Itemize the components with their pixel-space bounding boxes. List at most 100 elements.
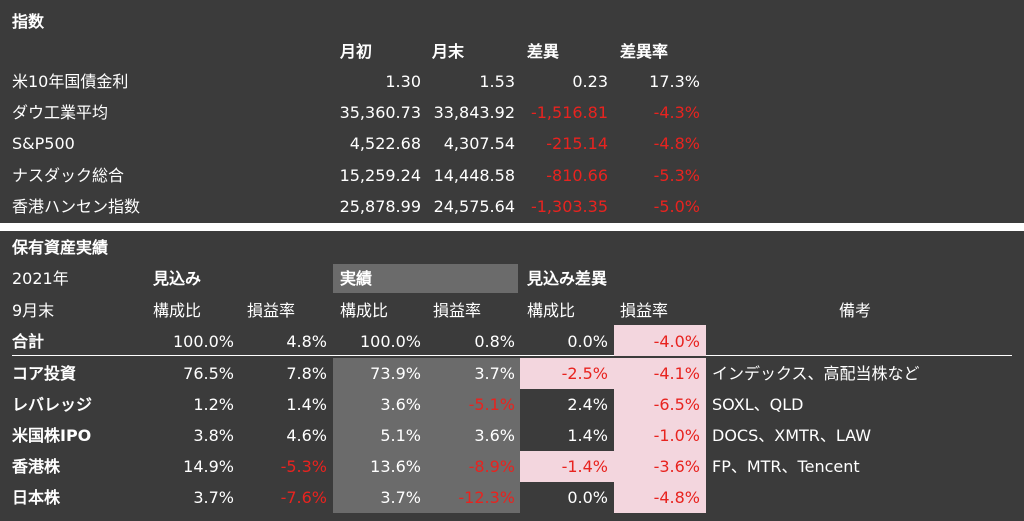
actual-cell-bg [426, 389, 520, 420]
cell-value: 3.8% [193, 426, 234, 445]
cell-value: 100.0% [359, 332, 421, 351]
cell-value: -1.0% [653, 426, 700, 445]
cell-value: 3.7% [474, 364, 515, 383]
cell-value: 0.23 [572, 72, 608, 91]
cell-value: -12.3% [458, 488, 515, 507]
cell-value: 15,259.24 [339, 165, 421, 185]
note: SOXL、QLD [712, 395, 804, 414]
actual-header-bg [333, 264, 518, 293]
cell-value: -1.4% [561, 457, 608, 476]
row-label: 日本株 [12, 488, 61, 507]
cell-value: -6.5% [653, 395, 700, 414]
column-header: 備考 [838, 301, 871, 320]
diff-cell-bg [520, 451, 614, 482]
cell-value: 3.6% [380, 395, 421, 414]
note: インデックス、高配当株など [712, 364, 920, 383]
indices-panel [0, 0, 1024, 223]
diff-cell-bg [614, 358, 706, 389]
cell-value: -7.6% [280, 488, 327, 507]
cell-value: 0.0% [567, 332, 608, 351]
row-label: 米10年国債金利 [12, 72, 129, 91]
row-label: 2021年 [12, 269, 69, 288]
cell-value: -4.8% [653, 488, 700, 507]
cell-value: 0.0% [567, 488, 608, 507]
column-header: 構成比 [153, 301, 202, 320]
section-title: 指数 [12, 12, 45, 31]
diff-cell-bg [614, 482, 706, 513]
cell-value: 4,307.54 [443, 134, 515, 154]
cell-value: 14.9% [183, 457, 234, 476]
actual-cell-bg [333, 451, 426, 482]
row-label: レバレッジ [12, 395, 93, 414]
cell-value: -1,516.81 [530, 103, 608, 123]
cell-value: -4.0% [653, 332, 700, 351]
cell-value: -810.66 [546, 165, 608, 185]
row-label: 米国株IPO [12, 426, 92, 445]
cell-value: 25,878.99 [339, 196, 421, 216]
row-label: ナスダック総合 [12, 165, 125, 185]
cell-value: 3.7% [380, 488, 421, 507]
cell-value: 13.6% [370, 457, 421, 476]
cell-value: 35,360.73 [339, 103, 421, 123]
actual-cell-bg [426, 420, 520, 451]
note: FP、MTR、Tencent [712, 457, 860, 476]
note: DOCS、XMTR、LAW [712, 426, 872, 445]
actual-cell-bg [426, 482, 520, 513]
row-label: 合計 [12, 332, 45, 351]
column-header: 損益率 [433, 301, 482, 320]
row-label: 香港ハンセン指数 [12, 196, 141, 216]
cell-value: 4,522.68 [349, 134, 421, 154]
divider [12, 355, 1012, 356]
actual-cell-bg [333, 389, 426, 420]
cell-value: 73.9% [370, 364, 421, 383]
cell-value: 17.3% [649, 72, 700, 91]
row-label: S&P500 [12, 134, 75, 154]
row-label: 香港株 [12, 457, 61, 476]
cell-value: 14,448.58 [433, 165, 515, 185]
row-label: ダウ工業平均 [12, 103, 109, 123]
diff-cell-bg [614, 325, 706, 356]
column-header: 損益率 [247, 301, 296, 320]
diff-cell-bg [614, 420, 706, 451]
row-label: 9月末 [12, 301, 55, 320]
cell-value: -5.0% [653, 196, 700, 216]
cell-value: 7.8% [286, 364, 327, 383]
column-header: 月初 [340, 42, 373, 61]
column-header: 差異率 [620, 42, 669, 61]
cell-value: -4.3% [653, 103, 700, 123]
column-header: 月末 [432, 42, 465, 61]
actual-cell-bg [426, 358, 520, 389]
diff-cell-bg [520, 358, 614, 389]
cell-value: 3.6% [474, 426, 515, 445]
column-header: 構成比 [527, 301, 576, 320]
cell-value: 1.53 [479, 72, 515, 91]
cell-value: -1,303.35 [530, 196, 608, 216]
group-header: 見込み [153, 269, 202, 288]
cell-value: 1.2% [193, 395, 234, 414]
cell-value: 4.8% [286, 332, 327, 351]
section-title: 保有資産実績 [12, 238, 109, 257]
cell-value: -2.5% [561, 364, 608, 383]
cell-value: 2.4% [567, 395, 608, 414]
cell-value: 33,843.92 [433, 103, 515, 123]
cell-value: 24,575.64 [433, 196, 515, 216]
cell-value: 100.0% [172, 332, 234, 351]
cell-value: -5.3% [280, 457, 327, 476]
cell-value: 4.6% [286, 426, 327, 445]
actual-cell-bg [333, 358, 426, 389]
cell-value: 0.8% [474, 332, 515, 351]
cell-value: -3.6% [653, 457, 700, 476]
cell-value: -5.3% [653, 165, 700, 185]
row-label: コア投資 [12, 364, 77, 383]
cell-value: 1.4% [286, 395, 327, 414]
column-header: 差異 [527, 42, 560, 61]
cell-value: 76.5% [183, 364, 234, 383]
actual-cell-bg [333, 420, 426, 451]
actual-cell-bg [333, 482, 426, 513]
cell-value: -4.1% [653, 364, 700, 383]
cell-value: 1.4% [567, 426, 608, 445]
cell-value: -215.14 [546, 134, 608, 154]
column-header: 損益率 [620, 301, 669, 320]
cell-value: 1.30 [385, 72, 421, 91]
